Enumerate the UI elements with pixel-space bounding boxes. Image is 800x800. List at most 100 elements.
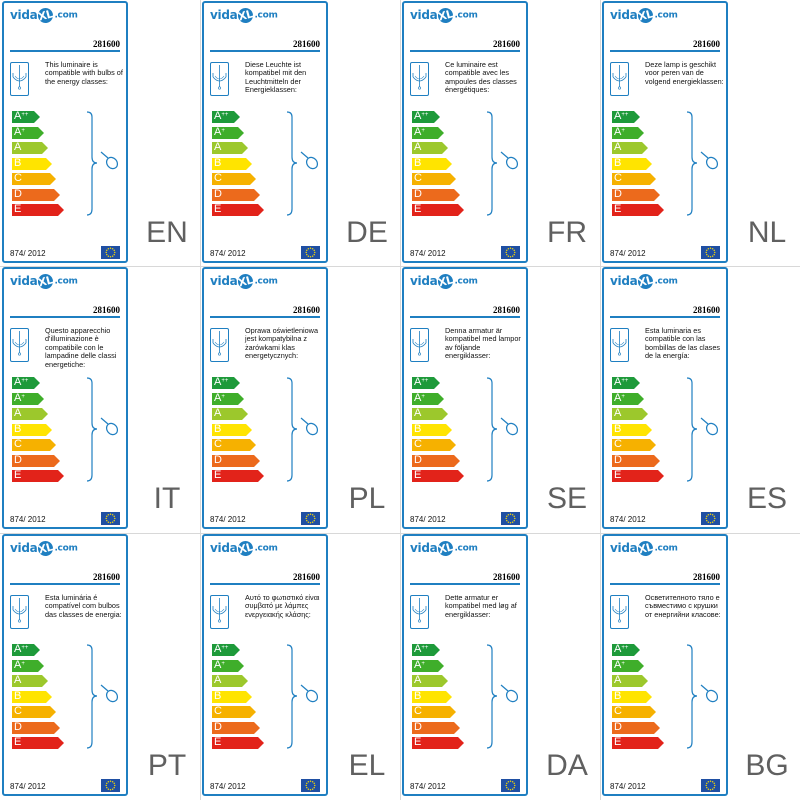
energy-class-bar: A (12, 674, 49, 687)
vidaxl-logo: vidaXL.com (410, 539, 478, 558)
compatibility-text: Esta luminaria es compatible con las bom… (645, 326, 721, 361)
compatibility-text: Осветителното тяло е съвместимо с крушки… (645, 593, 721, 619)
energy-class-bar: A (412, 674, 449, 687)
energy-class-bar: E (412, 736, 465, 749)
grid-line (0, 266, 800, 267)
energy-class-letter: D (414, 453, 422, 466)
energy-class-letter: D (14, 187, 22, 200)
energy-class-bar: B (612, 690, 653, 703)
chandelier-icon (610, 328, 629, 362)
energy-class-letter: A++ (14, 376, 29, 388)
energy-class-letter: E (614, 203, 622, 215)
chandelier-icon (10, 595, 29, 629)
energy-label-card: vidaXL.com 281600 Deze lamp is geschikt … (602, 1, 728, 263)
compatibility-text: Esta luminária é compatível com bulbos d… (45, 593, 122, 619)
energy-class-bar: A+ (12, 392, 45, 405)
language-panel-pl: vidaXL.com 281600 Oprawa oświetleniowa j… (200, 266, 400, 532)
compatibility-text: Oprawa oświetleniowa jest kompatybilna z… (245, 326, 319, 361)
energy-label-card: vidaXL.com 281600 Ce luminaire est compa… (402, 1, 528, 263)
energy-class-letter: A++ (214, 110, 229, 122)
energy-class-letter: C (14, 438, 22, 450)
energy-class-letter: E (614, 736, 622, 748)
brace-icon (286, 111, 298, 216)
energy-class-bar: A++ (12, 110, 41, 123)
energy-class-letter: A (614, 407, 622, 419)
energy-class-letter: A (14, 141, 22, 153)
energy-class-bar: A+ (612, 126, 645, 139)
energy-class-letter: A+ (414, 391, 425, 404)
bulb-icon (500, 684, 519, 703)
chandelier-icon (10, 328, 29, 362)
energy-class-bar: A (612, 674, 649, 687)
energy-class-bar: B (412, 690, 453, 703)
energy-class-letter: A+ (214, 658, 225, 671)
energy-class-bar: A (412, 141, 449, 154)
model-number: 281600 (293, 305, 320, 315)
energy-class-bar: B (412, 423, 453, 436)
energy-class-bar: C (612, 172, 657, 185)
regulation-number: 874/ 2012 (610, 249, 646, 258)
language-panel-es: vidaXL.com 281600 Esta luminaria es comp… (600, 266, 800, 532)
language-code: NL (747, 216, 787, 249)
energy-class-bar: A (212, 407, 249, 420)
energy-class-bar: A (12, 141, 49, 154)
vidaxl-logo: vidaXL.com (410, 6, 478, 25)
energy-class-letter: A+ (14, 658, 25, 671)
divider (610, 316, 720, 318)
energy-class-letter: A++ (614, 110, 629, 122)
energy-class-letter: A++ (214, 376, 229, 388)
language-panel-nl: vidaXL.com 281600 Deze lamp is geschikt … (600, 0, 800, 266)
compatibility-text: Dette armatur er kompatibel med løg af e… (445, 593, 517, 619)
energy-class-bar: C (12, 705, 57, 718)
vidaxl-logo: vidaXL.com (610, 539, 678, 558)
energy-class-letter: E (214, 736, 222, 748)
model-number: 281600 (93, 39, 120, 49)
energy-class-letter: E (414, 736, 422, 748)
energy-class-letter: C (214, 705, 222, 717)
language-code: EN (146, 216, 188, 249)
energy-class-bar: E (12, 203, 65, 216)
vidaxl-logo: vidaXL.com (10, 539, 78, 558)
energy-class-bar: D (12, 721, 61, 734)
energy-label-card: vidaXL.com 281600 Denna armatur är kompa… (402, 267, 528, 529)
energy-class-letter: A+ (414, 658, 425, 671)
energy-class-bar: D (212, 720, 261, 734)
regulation-number: 874/ 2012 (610, 782, 646, 791)
energy-class-bar: A+ (412, 126, 445, 139)
regulation-number: 874/ 2012 (410, 782, 446, 791)
eu-flag-icon (301, 512, 320, 525)
vidaxl-logo: vidaXL.com (610, 6, 678, 25)
energy-class-letter: C (414, 705, 422, 717)
energy-class-letter: B (14, 156, 22, 169)
energy-class-letter: A++ (14, 643, 29, 655)
regulation-number: 874/ 2012 (210, 515, 246, 524)
model-number: 281600 (93, 305, 120, 315)
language-code: IT (153, 482, 181, 515)
energy-class-letter: E (214, 469, 222, 481)
energy-class-bar: A+ (612, 392, 645, 405)
energy-class-bar: A++ (612, 110, 641, 123)
energy-class-letter: E (214, 203, 222, 215)
energy-class-letter: A+ (614, 658, 625, 671)
energy-class-bar: B (212, 157, 253, 170)
divider (610, 50, 720, 52)
energy-class-bar: A (412, 407, 449, 420)
energy-class-bar: A (612, 407, 649, 420)
energy-class-bar: A++ (412, 643, 441, 656)
eu-flag-icon (101, 246, 120, 259)
model-number: 281600 (693, 305, 720, 315)
energy-class-bar: C (212, 438, 257, 451)
language-code: PL (348, 482, 386, 515)
energy-class-letter: D (614, 187, 622, 200)
brace-icon (686, 377, 698, 482)
energy-class-letter: D (414, 187, 422, 200)
energy-class-letter: D (214, 720, 222, 733)
energy-label-card: vidaXL.com 281600 Осветителното тяло е с… (602, 534, 728, 796)
bulb-icon (700, 151, 719, 170)
energy-class-bar: E (612, 736, 665, 749)
energy-label-card: vidaXL.com 281600 Questo apparecchio d'i… (2, 267, 128, 529)
energy-class-bar: A++ (212, 376, 241, 389)
language-code: ES (746, 482, 788, 515)
divider (410, 50, 520, 52)
energy-class-bar: A (212, 141, 249, 154)
